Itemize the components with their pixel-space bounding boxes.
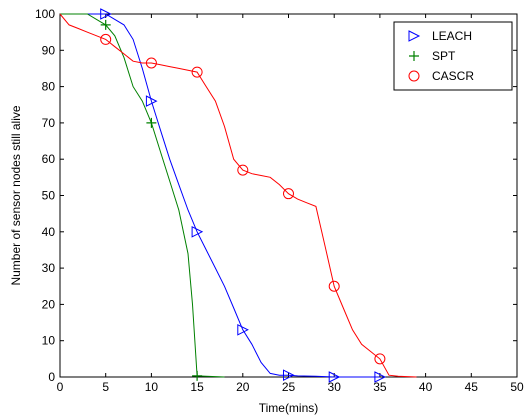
axis-ticks: 0 5 10 15 20 25 30 35 40 45 50 0 10 20 30 40 50 60 70 80 90 1… xyxy=(35,7,524,394)
data-point-cascr xyxy=(100,33,112,45)
x-tick-label: 30 xyxy=(328,380,342,394)
data-point-spt xyxy=(146,117,157,128)
y-tick-label: 30 xyxy=(42,261,56,275)
y-tick-label: 50 xyxy=(42,189,56,203)
data-point-cascr xyxy=(283,188,294,200)
data-point-cascr xyxy=(191,66,203,78)
data-point-leach xyxy=(100,8,112,20)
data-point-cascr xyxy=(237,164,249,176)
y-tick-label: 80 xyxy=(42,80,56,94)
y-tick-label: 0 xyxy=(48,370,55,384)
legend-marker-leach xyxy=(408,30,421,42)
data-point-leach xyxy=(283,369,295,381)
y-tick-label: 10 xyxy=(42,334,56,348)
y-tick-label: 90 xyxy=(42,43,56,57)
data-point-leach xyxy=(237,324,249,336)
legend-marker-spt xyxy=(409,51,419,61)
data-point-cascr xyxy=(145,57,157,69)
legend-label-spt: SPT xyxy=(432,49,456,63)
legend-label-leach: LEACH xyxy=(432,29,472,43)
x-tick-label: 50 xyxy=(510,380,524,394)
data-point-cascr xyxy=(328,280,340,292)
data-point-leach xyxy=(374,371,387,383)
data-point-leach xyxy=(191,225,204,238)
data-point-cascr xyxy=(374,353,386,365)
legend-label-cascr: CASCR xyxy=(432,69,474,83)
x-tick-label: 45 xyxy=(465,380,479,394)
x-tick-label: 25 xyxy=(282,380,296,394)
y-tick-label: 70 xyxy=(42,116,56,130)
x-tick-label: 35 xyxy=(373,380,387,394)
x-tick-label: 20 xyxy=(236,380,250,394)
x-tick-label: 10 xyxy=(145,380,159,394)
series-line-leach xyxy=(60,13,380,378)
y-tick-label: 100 xyxy=(35,7,55,21)
data-point-spt xyxy=(100,19,111,30)
y-tick-label: 20 xyxy=(42,297,56,311)
y-tick-label: 40 xyxy=(42,225,56,239)
data-point-leach xyxy=(328,371,341,383)
x-tick-label: 40 xyxy=(419,380,433,394)
legend: LEACH SPT CASCR xyxy=(393,21,513,91)
y-axis-label: Number of sensor nodes still alive xyxy=(9,105,23,285)
x-tick-label: 15 xyxy=(190,380,204,394)
x-axis-label: Time(mins) xyxy=(259,401,319,415)
y-tick-label: 60 xyxy=(42,152,56,166)
series-line-cascr xyxy=(59,13,417,378)
data-point-leach xyxy=(145,95,158,107)
series-markers xyxy=(100,8,387,383)
data-point-spt xyxy=(192,370,203,381)
x-tick-label: 5 xyxy=(102,380,109,394)
legend-marker-cascr xyxy=(408,70,420,82)
x-tick-label: 0 xyxy=(57,380,64,394)
